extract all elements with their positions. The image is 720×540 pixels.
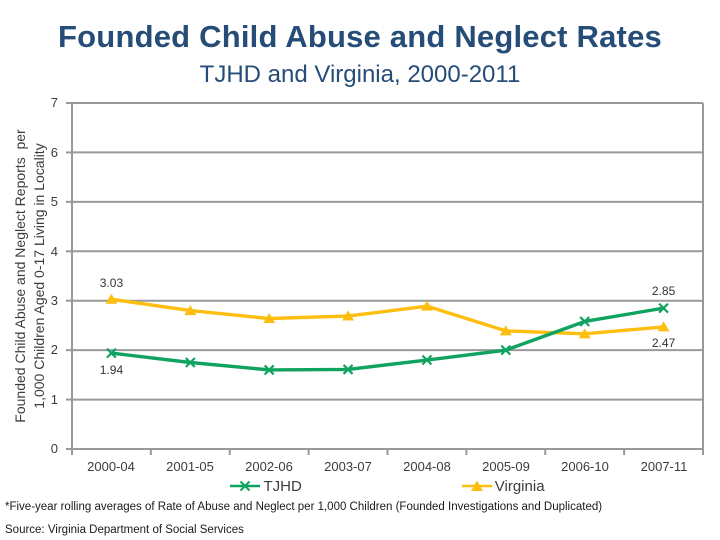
triangle-marker: [578, 328, 591, 339]
x-marker: [106, 347, 117, 359]
data-label-virginia-last: 2.47: [651, 335, 676, 350]
chart-legend: TJHD Virginia: [72, 476, 703, 496]
x-marker: [185, 357, 196, 368]
triangle-marker: [263, 313, 276, 324]
x-marker: [658, 302, 669, 314]
data-label-tjhd-first: 1.94: [99, 363, 124, 378]
x-marker: [263, 364, 275, 376]
triangle-marker: [420, 300, 433, 311]
y-tick-label-0: 0: [50, 441, 58, 456]
y-tick-label-6: 6: [50, 145, 58, 160]
triangle-marker: [342, 310, 355, 321]
x-marker: [500, 344, 512, 356]
x-tick-label: 2007-11: [640, 459, 688, 474]
legend-label-tjhd: TJHD: [263, 477, 302, 495]
data-label-tjhd-last: 2.85: [651, 284, 676, 299]
legend-item-tjhd: TJHD: [230, 477, 302, 495]
x-tick-label: 2004-08: [403, 459, 451, 474]
y-tick-label-3: 3: [50, 293, 58, 308]
page-title: Founded Child Abuse and Neglect Rates: [58, 19, 662, 54]
triangle-marker: [184, 305, 197, 316]
x-marker: [421, 354, 433, 366]
x-tick-label: 2003-07: [324, 459, 372, 474]
tjhd-line-x-marker-icon: [230, 480, 261, 492]
legend-item-virginia: Virginia: [461, 477, 545, 495]
x-tick-label: 2006-10: [561, 459, 609, 474]
x-marker: [342, 364, 354, 375]
y-tick-label-7: 7: [50, 95, 58, 110]
virginia-line-triangle-marker-icon: [461, 480, 492, 491]
page-subtitle: TJHD and Virginia, 2000-2011: [199, 61, 521, 88]
x-tick-label: 2000-04: [87, 459, 135, 474]
series-line-tjhd: [109, 306, 666, 372]
x-marker: [579, 316, 590, 327]
x-tick-label: 2005-09: [482, 459, 530, 474]
data-label-virginia-first: 3.03: [99, 276, 124, 291]
y-tick-label-2: 2: [50, 342, 58, 357]
x-tick-label: 2001-05: [166, 459, 214, 474]
legend-label-virginia: Virginia: [494, 477, 545, 495]
y-tick-label-1: 1: [50, 392, 58, 407]
triangle-marker: [105, 293, 118, 304]
triangle-marker: [657, 321, 670, 332]
y-tick-label-4: 4: [50, 244, 58, 259]
footnote-source: Source: Virginia Department of Social Se…: [5, 524, 244, 536]
x-tick-label: 2002-06: [245, 459, 293, 474]
y-tick-label-5: 5: [50, 194, 58, 209]
triangle-marker: [499, 325, 512, 336]
footnote-asterisk: *Five-year rolling averages of Rate of A…: [5, 501, 603, 513]
series-line-virginia: [109, 297, 666, 336]
